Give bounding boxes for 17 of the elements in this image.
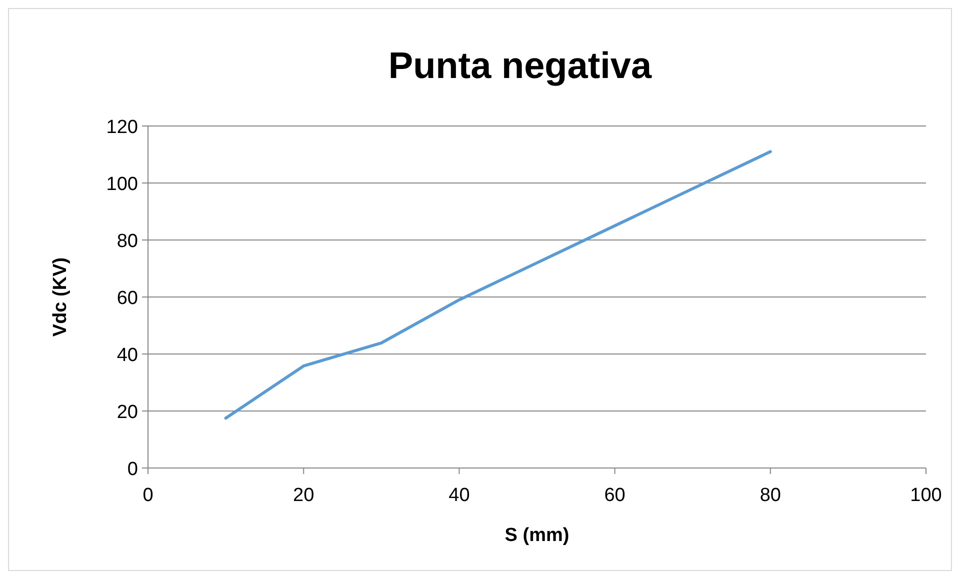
line-series	[224, 150, 772, 420]
chart-title: Punta negativa	[388, 45, 652, 86]
y-tick-label: 60	[116, 288, 138, 309]
x-tick-label: 40	[448, 485, 470, 506]
y-tick-label: 20	[116, 402, 138, 423]
x-tick-label: 80	[760, 485, 781, 506]
x-axis-title: S (mm)	[504, 525, 570, 546]
x-tick-label: 100	[910, 485, 942, 506]
x-tick-label: 0	[142, 485, 154, 506]
x-tick-label: 60	[604, 485, 626, 506]
y-tick-label: 120	[106, 117, 138, 138]
y-tick-label: 100	[106, 174, 138, 195]
y-tick-label: 0	[127, 459, 138, 480]
x-tick-label: 20	[293, 485, 314, 506]
y-axis-title: Vdc (KV)	[50, 257, 71, 337]
y-tick-label: 40	[116, 345, 138, 366]
y-tick-label: 80	[116, 231, 138, 252]
